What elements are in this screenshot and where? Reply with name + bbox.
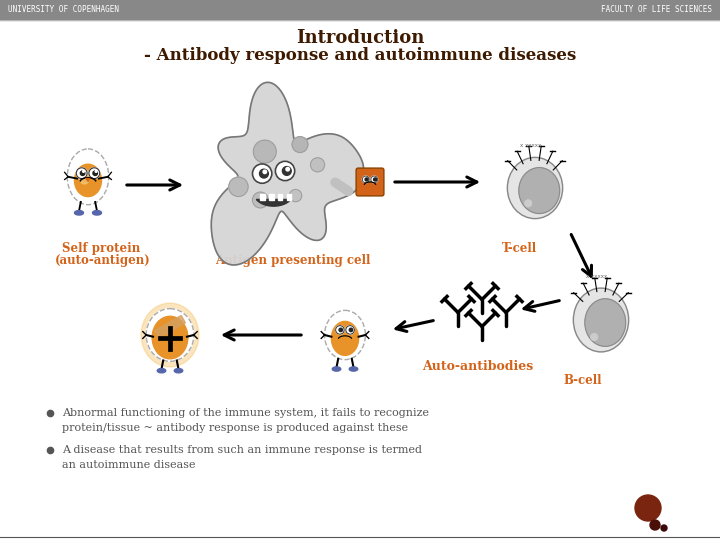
Ellipse shape [573, 288, 629, 352]
Ellipse shape [74, 211, 84, 215]
Text: A disease that results from such an immune response is termed
an autoimmune dise: A disease that results from such an immu… [62, 445, 422, 470]
Bar [0, 0, 720, 20]
Ellipse shape [325, 310, 366, 360]
Circle shape [286, 167, 289, 171]
Circle shape [346, 326, 354, 334]
Text: B-cell: B-cell [563, 374, 601, 387]
Circle shape [259, 169, 269, 178]
Text: x xxxxx: x xxxxx [520, 143, 541, 148]
Circle shape [349, 328, 353, 332]
Text: FACULTY OF LIFE SCIENCES: FACULTY OF LIFE SCIENCES [601, 5, 712, 15]
Circle shape [591, 334, 598, 340]
Bar [278, 194, 282, 200]
Circle shape [310, 158, 325, 172]
Ellipse shape [332, 367, 341, 371]
Ellipse shape [79, 170, 90, 184]
Ellipse shape [356, 168, 384, 195]
Text: Auto-antibodies: Auto-antibodies [422, 360, 534, 373]
Ellipse shape [74, 164, 102, 197]
Text: (auto-antigen): (auto-antigen) [55, 254, 150, 267]
Circle shape [362, 176, 369, 183]
Circle shape [661, 525, 667, 531]
Bar [261, 194, 265, 200]
Circle shape [76, 168, 87, 179]
Circle shape [229, 177, 248, 197]
Circle shape [292, 137, 308, 152]
Ellipse shape [585, 299, 626, 346]
Circle shape [83, 171, 84, 172]
Circle shape [81, 171, 85, 176]
Circle shape [339, 328, 343, 332]
Circle shape [253, 140, 276, 163]
Circle shape [89, 168, 99, 179]
Text: x xxxxx: x xxxxx [585, 273, 607, 279]
Text: T-cell: T-cell [502, 242, 537, 255]
Circle shape [263, 170, 266, 173]
Ellipse shape [519, 167, 559, 213]
Circle shape [275, 161, 294, 181]
Circle shape [289, 190, 302, 202]
Ellipse shape [508, 157, 562, 219]
Circle shape [635, 495, 661, 521]
Text: Self protein: Self protein [62, 242, 140, 255]
Circle shape [650, 520, 660, 530]
FancyBboxPatch shape [356, 168, 384, 196]
Text: Introduction: Introduction [296, 29, 424, 47]
Ellipse shape [152, 316, 188, 359]
Text: - Antibody response and autoimmune diseases: - Antibody response and autoimmune disea… [144, 48, 576, 64]
Ellipse shape [174, 369, 183, 373]
Ellipse shape [157, 369, 166, 373]
Circle shape [365, 178, 368, 181]
Bar [269, 194, 274, 200]
Circle shape [525, 200, 531, 207]
Text: UNIVERSITY OF COPENHAGEN: UNIVERSITY OF COPENHAGEN [8, 5, 119, 15]
Text: Antigen presenting cell: Antigen presenting cell [215, 254, 370, 267]
Circle shape [371, 176, 378, 183]
Circle shape [93, 171, 97, 176]
Circle shape [374, 178, 377, 181]
Circle shape [253, 192, 269, 208]
Text: Abnormal functioning of the immune system, it fails to recognize
protein/tissue : Abnormal functioning of the immune syste… [62, 408, 429, 433]
Circle shape [336, 326, 344, 334]
Polygon shape [211, 83, 364, 265]
Ellipse shape [92, 211, 102, 215]
Ellipse shape [331, 321, 359, 355]
Polygon shape [256, 199, 291, 206]
Circle shape [282, 166, 291, 176]
Ellipse shape [141, 303, 199, 367]
Ellipse shape [67, 149, 109, 205]
Ellipse shape [146, 309, 194, 361]
Ellipse shape [349, 367, 358, 371]
Circle shape [253, 164, 272, 183]
Bar [155, 315, 186, 338]
Circle shape [95, 171, 97, 172]
Bar [287, 194, 291, 200]
